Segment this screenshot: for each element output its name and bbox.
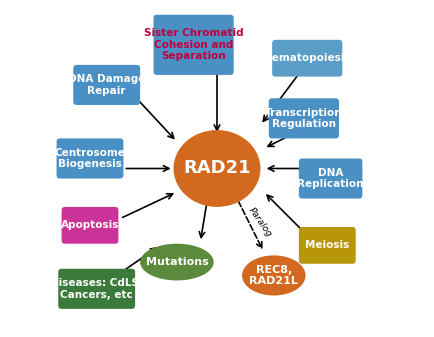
Text: Transcription
Regulation: Transcription Regulation: [265, 108, 343, 129]
Text: Hematopoiesis: Hematopoiesis: [263, 53, 351, 63]
Text: Meiosis: Meiosis: [305, 240, 349, 250]
FancyBboxPatch shape: [73, 65, 140, 105]
FancyBboxPatch shape: [62, 207, 118, 244]
FancyBboxPatch shape: [299, 227, 356, 264]
FancyBboxPatch shape: [56, 139, 123, 179]
FancyBboxPatch shape: [154, 15, 234, 75]
FancyBboxPatch shape: [58, 269, 135, 309]
Text: DNA
Replication: DNA Replication: [297, 168, 364, 189]
Text: REC8,
RAD21L: REC8, RAD21L: [250, 265, 298, 286]
Text: Centrosome
Biogenesis: Centrosome Biogenesis: [55, 148, 125, 169]
Ellipse shape: [242, 255, 306, 296]
Text: Diseases: CdLS,
Cancers, etc: Diseases: CdLS, Cancers, etc: [50, 278, 143, 300]
Text: Sister Chromatid
Cohesion and
Separation: Sister Chromatid Cohesion and Separation: [144, 28, 243, 61]
Text: Paralog: Paralog: [247, 206, 274, 239]
Text: Apoptosis: Apoptosis: [61, 220, 119, 230]
Text: RAD21: RAD21: [183, 159, 251, 178]
Ellipse shape: [174, 130, 260, 207]
Ellipse shape: [140, 244, 214, 280]
FancyBboxPatch shape: [299, 158, 362, 198]
FancyBboxPatch shape: [272, 40, 342, 76]
FancyBboxPatch shape: [269, 98, 339, 139]
Text: DNA Damage
Repair: DNA Damage Repair: [68, 74, 145, 96]
Text: Mutations: Mutations: [145, 257, 208, 267]
